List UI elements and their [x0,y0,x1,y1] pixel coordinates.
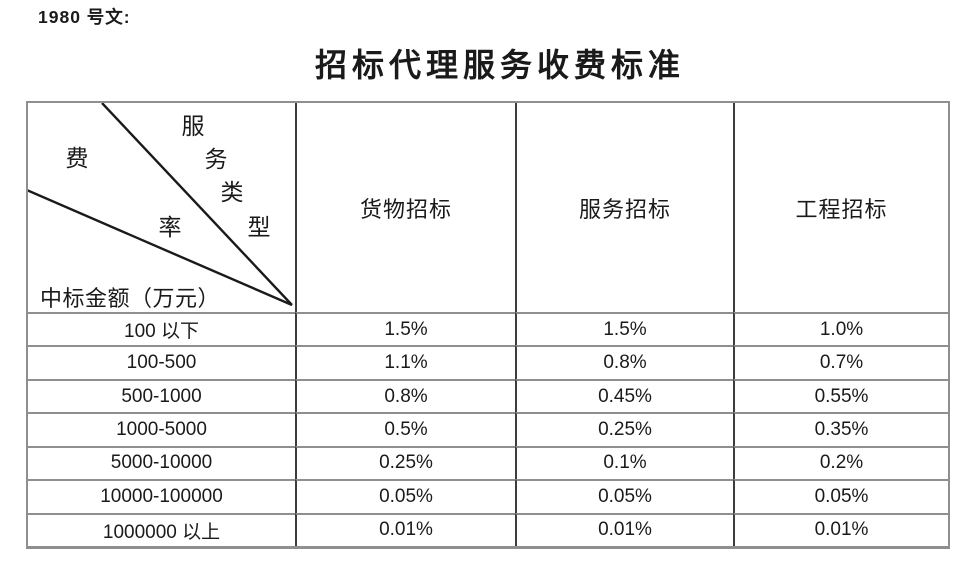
value-cell: 1.0% [733,312,948,346]
value-cell: 0.7% [733,345,948,379]
column-header-services: 服务招标 [515,103,733,312]
col-axis-char: 型 [247,215,271,240]
row-label: 100 以下 [28,312,295,345]
doc-reference: 1980 号文: [38,7,131,27]
row-label: 10000-100000 [28,479,295,512]
value-cell: 0.01% [295,512,515,546]
value-cell: 0.01% [515,512,733,546]
value-cell: 0.05% [515,479,733,513]
value-cell: 0.05% [733,479,948,513]
col-axis-char: 务 [204,147,228,172]
page-title: 招标代理服务收费标准 [314,47,685,83]
column-header-goods: 货物招标 [295,103,515,312]
rate-axis-char: 率 [158,215,182,240]
value-cell: 1.1% [295,345,515,379]
row-label: 100-500 [28,345,295,378]
value-cell: 0.1% [515,445,733,480]
rate-axis-char: 费 [65,146,89,171]
column-header-engineering: 工程招标 [733,103,948,312]
value-cell: 0.45% [515,378,733,413]
value-cell: 1.5% [515,312,733,346]
value-cell: 1.5% [295,312,515,346]
row-label: 500-1000 [28,378,295,412]
value-cell: 0.2% [733,445,948,480]
diagonal-divider-lines [28,103,293,307]
row-label: 1000000 以上 [28,512,295,546]
row-label: 5000-10000 [28,445,295,479]
value-cell: 0.35% [733,412,948,446]
value-cell: 0.55% [733,378,948,413]
row-axis-label: 中标金额（万元） [40,286,221,311]
value-cell: 0.25% [295,445,515,480]
value-cell: 0.05% [295,479,515,513]
value-cell: 0.5% [295,412,515,446]
col-axis-char: 类 [220,180,244,205]
fee-table: 服 务 类 型 费 率 中标金额（万元） 货物招标 服务招标 工程招标 100 … [26,101,950,549]
value-cell: 0.01% [733,512,948,546]
table-corner-cell: 服 务 类 型 费 率 中标金额（万元） [28,103,295,312]
value-cell: 0.25% [515,412,733,446]
value-cell: 0.8% [515,345,733,379]
col-axis-char: 服 [181,114,205,139]
row-label: 1000-5000 [28,412,295,445]
value-cell: 0.8% [295,378,515,413]
